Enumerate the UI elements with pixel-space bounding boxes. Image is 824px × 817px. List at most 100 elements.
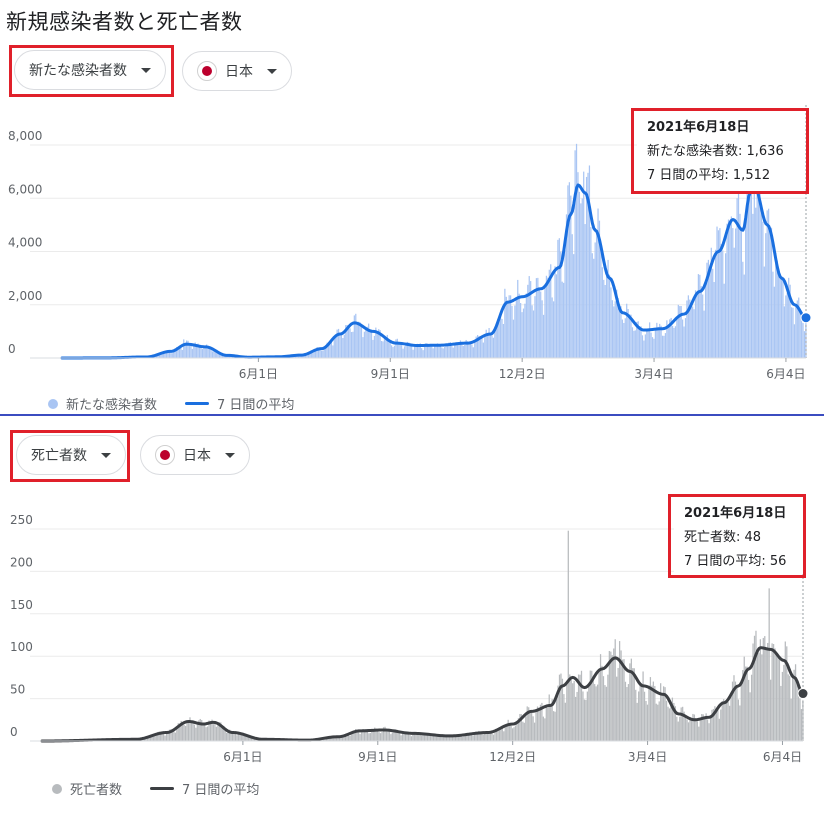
daily-bar <box>604 685 606 741</box>
daily-bar <box>531 305 533 358</box>
daily-bar <box>642 671 644 741</box>
daily-bar <box>746 666 748 741</box>
daily-bar <box>600 244 602 358</box>
daily-bar <box>799 310 801 358</box>
daily-bar <box>742 670 744 741</box>
daily-bar <box>216 349 218 358</box>
daily-bar <box>431 345 433 358</box>
daily-bar <box>358 321 360 358</box>
daily-bar <box>180 720 182 741</box>
daily-bar <box>337 328 340 358</box>
daily-bar <box>565 214 568 358</box>
daily-bar <box>706 719 709 741</box>
daily-bar <box>320 350 322 358</box>
daily-bar <box>613 648 615 741</box>
daily-bar <box>680 306 682 358</box>
daily-bar <box>535 709 537 741</box>
daily-bar <box>165 350 168 358</box>
daily-bar <box>369 733 371 741</box>
daily-bar <box>454 344 456 358</box>
daily-bar <box>207 346 209 358</box>
daily-bar <box>175 347 178 358</box>
daily-bar <box>753 635 756 741</box>
daily-bar <box>173 351 175 358</box>
daily-bar <box>720 244 722 358</box>
daily-bar <box>626 687 628 741</box>
country-dropdown-top[interactable]: 日本 <box>182 51 292 91</box>
daily-bar <box>635 689 637 741</box>
daily-bar <box>475 336 477 358</box>
deaths-chart[interactable]: 0 50 100 150 200 250 6月1日 9月1日 12月2日 3月4日 6月4日 <box>0 500 824 770</box>
metric-dropdown-deaths[interactable]: 死亡者数 <box>16 435 126 475</box>
daily-bar <box>722 250 724 358</box>
daily-bar <box>514 305 516 358</box>
daily-bar <box>339 335 341 358</box>
x-tick-label: 6月4日 <box>763 750 802 764</box>
daily-bar <box>687 722 690 741</box>
daily-bar <box>377 729 379 741</box>
daily-bar <box>520 303 522 358</box>
daily-bar <box>563 694 565 741</box>
daily-bar <box>568 182 570 358</box>
daily-bar <box>434 734 436 741</box>
daily-bar <box>735 228 737 358</box>
country-dropdown-bottom[interactable]: 日本 <box>140 435 250 475</box>
daily-bar <box>193 344 195 358</box>
daily-bar <box>488 327 490 358</box>
daily-bar <box>585 176 588 358</box>
daily-bar <box>686 719 688 741</box>
daily-bar <box>618 641 621 741</box>
daily-bar <box>385 729 388 741</box>
daily-bar <box>223 355 225 358</box>
daily-bar <box>603 279 605 358</box>
daily-bar <box>438 344 440 358</box>
daily-bar <box>750 184 753 358</box>
legend-bar-swatch <box>48 398 58 409</box>
daily-bar <box>703 310 705 358</box>
daily-bar <box>670 317 672 358</box>
daily-bar <box>690 306 692 358</box>
daily-bar <box>371 730 373 741</box>
daily-bar <box>648 685 650 741</box>
daily-bar <box>470 734 473 741</box>
cases-chart[interactable]: 0 2,000 4,000 6,000 8,000 6月1日 9月1日 12月2日 3月4日 6月… <box>0 100 824 380</box>
daily-bar <box>401 345 403 358</box>
daily-bar <box>668 708 671 741</box>
daily-bar <box>752 213 754 358</box>
daily-bar <box>591 670 593 741</box>
daily-bar <box>636 321 638 358</box>
daily-bar <box>569 674 571 741</box>
daily-bar <box>746 174 748 358</box>
daily-bar <box>163 351 165 358</box>
daily-bar <box>158 353 160 358</box>
daily-bar <box>149 736 152 741</box>
daily-bar <box>505 296 507 358</box>
daily-bar <box>660 683 662 741</box>
daily-bar <box>146 737 149 741</box>
daily-bar <box>583 699 586 741</box>
daily-bar <box>425 733 427 741</box>
daily-bar <box>708 723 710 741</box>
daily-bar <box>590 227 592 358</box>
daily-bar <box>413 344 416 358</box>
daily-bar <box>143 739 146 741</box>
daily-bar <box>766 210 768 358</box>
daily-bar <box>530 281 532 358</box>
daily-bar <box>773 286 775 358</box>
tooltip-value: 死亡者数: 48 <box>684 530 762 545</box>
metric-dropdown-cases[interactable]: 新たな感染者数 <box>14 50 166 90</box>
daily-bar <box>805 314 807 358</box>
daily-bar <box>541 300 543 358</box>
daily-bar <box>393 345 396 358</box>
daily-bar <box>627 684 630 741</box>
daily-bar <box>579 674 581 741</box>
daily-bar <box>460 735 462 741</box>
daily-bar <box>607 259 609 358</box>
daily-bar <box>415 732 417 741</box>
y-tick-label: 0 <box>10 725 18 739</box>
daily-bar <box>542 314 545 358</box>
daily-bar <box>391 732 393 741</box>
daily-bar <box>495 325 497 358</box>
daily-bar <box>210 349 212 358</box>
daily-bar <box>160 733 162 741</box>
